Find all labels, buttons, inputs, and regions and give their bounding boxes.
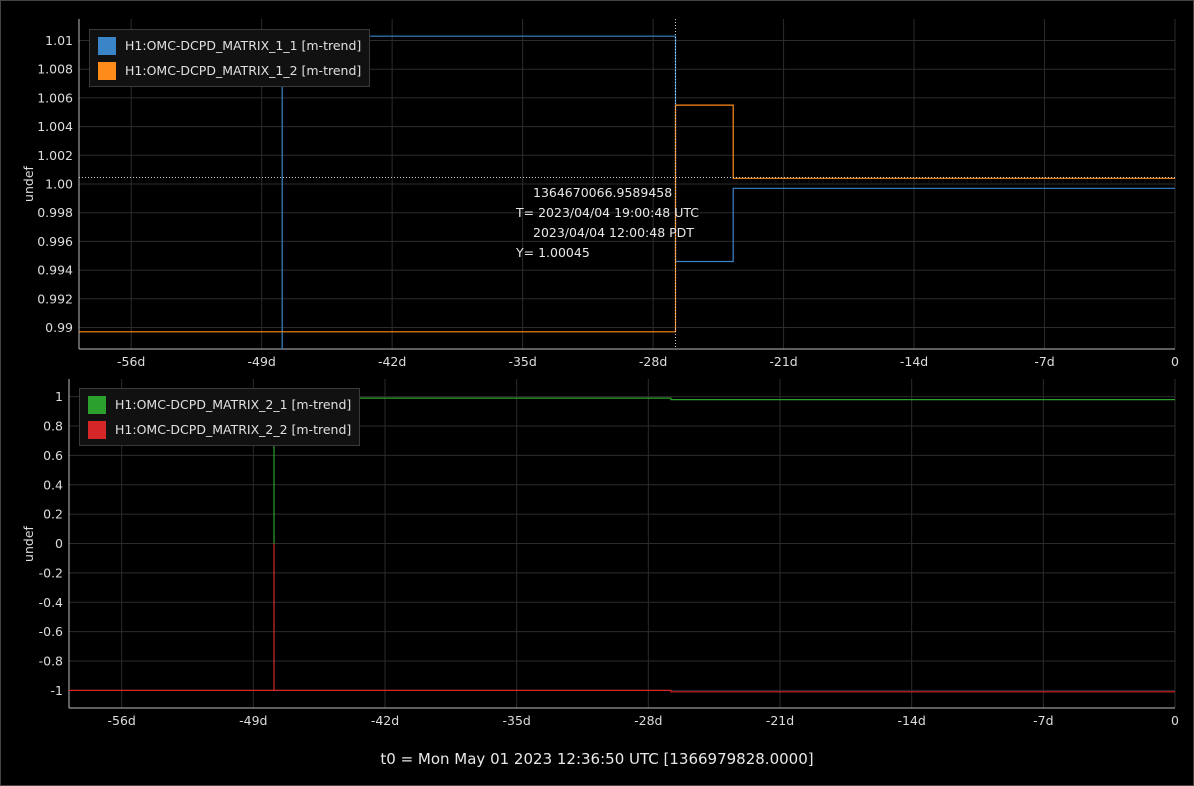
x-tick-label: -42d xyxy=(371,713,399,728)
series-line-2-1 xyxy=(273,397,1175,544)
y-tick-label: 0.994 xyxy=(37,263,73,278)
x-tick-label: -28d xyxy=(634,713,662,728)
x-tick-label: -49d xyxy=(247,354,275,369)
x-tick-label: -56d xyxy=(107,713,135,728)
legend-label-matrix-2-2: H1:OMC-DCPD_MATRIX_2_2 [m-trend] xyxy=(115,422,352,437)
y-tick-label: 0.99 xyxy=(45,320,73,335)
y-tick-label: 1.004 xyxy=(37,119,73,134)
y-axis-label: undef xyxy=(21,165,36,201)
y-axis-label: undef xyxy=(21,525,36,561)
x-tick-label: 0 xyxy=(1171,713,1179,728)
readout-gps: 1364670066.9589458 xyxy=(533,185,673,200)
legend-swatch-matrix-1-1 xyxy=(98,36,116,55)
x-tick-label: -42d xyxy=(378,354,406,369)
readout-time-utc: T= 2023/04/04 19:00:48 UTC xyxy=(516,205,699,220)
y-tick-label: 0 xyxy=(55,536,63,551)
y-tick-label: 0.6 xyxy=(43,448,63,463)
series-line-1-1 xyxy=(281,35,1175,349)
plot-panel-2: -56d -49d -42d -35d -28d -21d -14d -7d 0 -1 -0.8 -0… xyxy=(21,379,1179,728)
legend-swatch-matrix-2-2 xyxy=(88,420,106,439)
legend-swatch-matrix-2-1 xyxy=(88,395,106,414)
legend-item[interactable]: H1:OMC-DCPD_MATRIX_1_1 [m-trend] xyxy=(98,33,361,58)
x-tick-label: -7d xyxy=(1034,354,1054,369)
y-tick-label: 0.996 xyxy=(37,234,73,249)
y-tick-label: 0.4 xyxy=(43,477,63,492)
x-tick-label: -56d xyxy=(117,354,145,369)
y-tick-label: -0.4 xyxy=(39,595,63,610)
y-tick-label: 0.998 xyxy=(37,205,73,220)
x-tick-label: -21d xyxy=(769,354,797,369)
x-tick-label: -49d xyxy=(239,713,267,728)
x-tick-label: -28d xyxy=(639,354,667,369)
legend-item[interactable]: H1:OMC-DCPD_MATRIX_2_1 [m-trend] xyxy=(88,392,351,417)
series-line-1-2 xyxy=(79,104,1175,333)
y-tick-label: -0.8 xyxy=(39,654,63,669)
legend-label-matrix-1-1: H1:OMC-DCPD_MATRIX_1_1 [m-trend] xyxy=(125,38,362,53)
y-tick-label: -0.6 xyxy=(39,624,63,639)
legend-top: H1:OMC-DCPD_MATRIX_1_1 [m-trend] H1:OMC-… xyxy=(89,29,371,87)
legend-label-matrix-2-1: H1:OMC-DCPD_MATRIX_2_1 [m-trend] xyxy=(115,397,352,412)
x-tick-label: -35d xyxy=(502,713,530,728)
x-tick-label: 0 xyxy=(1171,354,1179,369)
y-tick-label: 1.01 xyxy=(45,33,73,48)
y-tick-label: -1 xyxy=(51,683,63,698)
legend-swatch-matrix-1-2 xyxy=(98,61,116,80)
series-line-2-2 xyxy=(69,543,1175,693)
readout-y-value: Y= 1.00045 xyxy=(516,245,590,260)
y-tick-label: 1.008 xyxy=(37,62,73,77)
y-tick-label: 1.002 xyxy=(37,148,73,163)
y-tick-label: -0.2 xyxy=(39,565,63,580)
y-tick-label: 0.2 xyxy=(43,507,63,522)
x-tick-label: -35d xyxy=(508,354,536,369)
legend-item[interactable]: H1:OMC-DCPD_MATRIX_1_2 [m-trend] xyxy=(98,58,361,83)
plot-panel-1: -56d -49d -42d -35d -28d -21d -14d -7d 0 0.99 0.99… xyxy=(21,19,1179,369)
x-tick-label: -14d xyxy=(897,713,925,728)
x-tick-label: -7d xyxy=(1033,713,1053,728)
x-tick-label: -14d xyxy=(900,354,928,369)
y-tick-label: 1.006 xyxy=(37,90,73,105)
y-tick-label: 1.00 xyxy=(45,177,73,192)
x-tick-label: -21d xyxy=(766,713,794,728)
legend-bottom: H1:OMC-DCPD_MATRIX_2_1 [m-trend] H1:OMC-… xyxy=(79,388,361,446)
y-tick-label: 1 xyxy=(55,389,63,404)
y-tick-label: 0.992 xyxy=(37,291,73,306)
t0-footer: t0 = Mon May 01 2023 12:36:50 UTC [13669… xyxy=(380,750,814,768)
legend-label-matrix-1-2: H1:OMC-DCPD_MATRIX_1_2 [m-trend] xyxy=(125,63,362,78)
readout-time-pdt: 2023/04/04 12:00:48 PDT xyxy=(533,225,694,240)
legend-item[interactable]: H1:OMC-DCPD_MATRIX_2_2 [m-trend] xyxy=(88,417,351,442)
y-tick-label: 0.8 xyxy=(43,419,63,434)
